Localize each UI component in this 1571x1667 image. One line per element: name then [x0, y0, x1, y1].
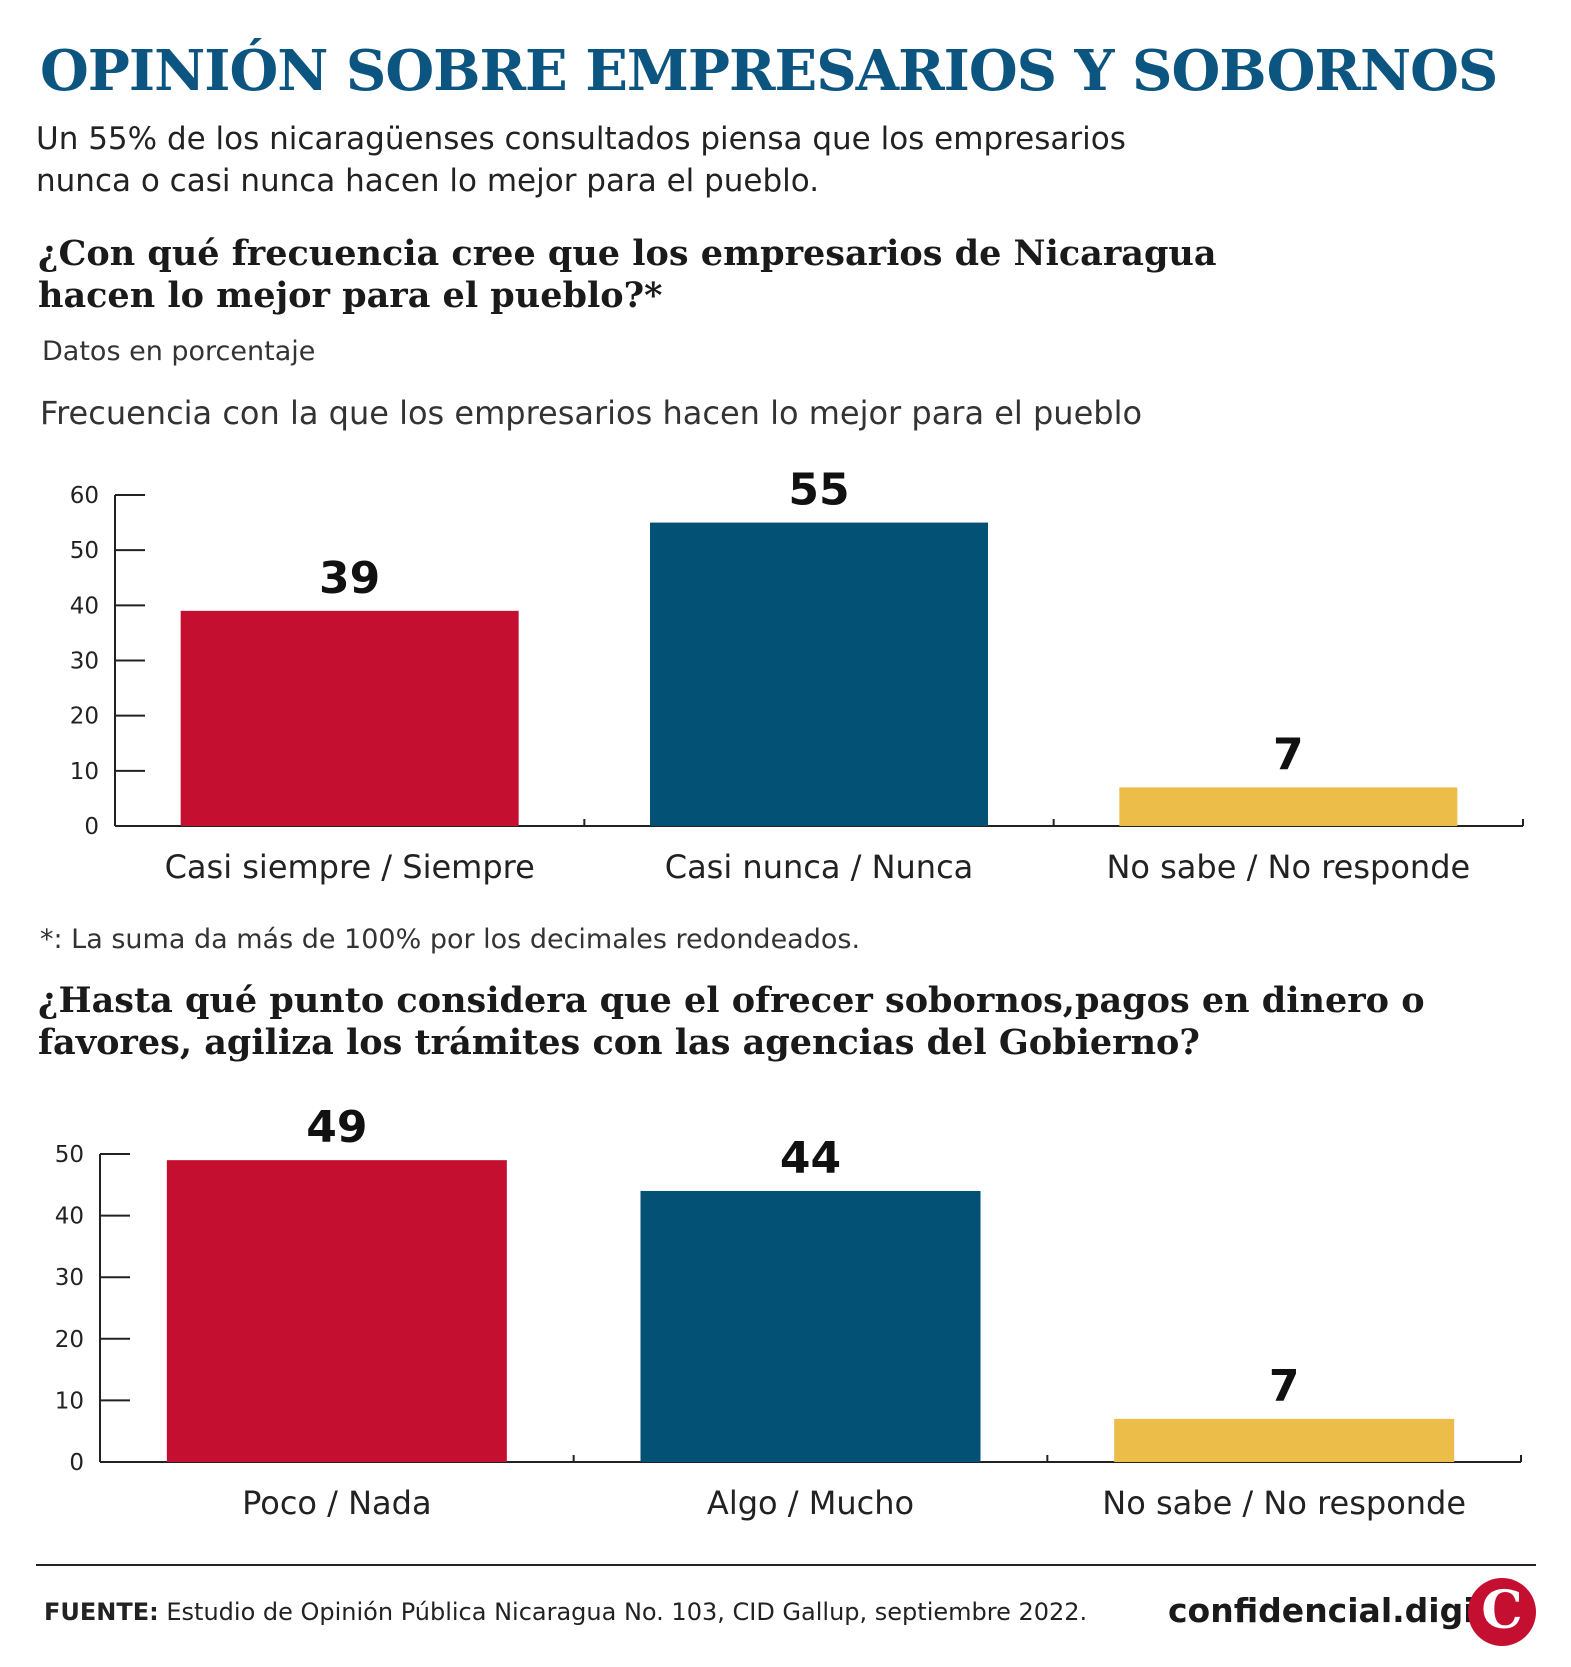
units-note: Datos en porcentaje [42, 336, 316, 367]
category-label: Casi nunca / Nunca [665, 848, 974, 886]
data-label: 49 [306, 1102, 367, 1153]
source: FUENTE: Estudio de Opinión Pública Nicar… [44, 1598, 1087, 1626]
bar [166, 1160, 507, 1462]
y-tick-label: 60 [70, 483, 99, 509]
category-label: No sabe / No responde [1102, 1484, 1466, 1522]
y-tick-label: 20 [70, 704, 99, 730]
source-text: Estudio de Opinión Pública Nicaragua No.… [166, 1598, 1088, 1626]
bar [180, 610, 519, 826]
category-label: No sabe / No responde [1106, 848, 1470, 886]
question-2: ¿Hasta qué punto considera que el ofrece… [38, 980, 1425, 1063]
y-tick-label: 50 [70, 538, 99, 564]
chart-1-title: Frecuencia con la que los empresarios ha… [40, 394, 1143, 432]
data-label: 7 [1269, 1361, 1300, 1412]
footnote: *: La suma da más de 100% por los decima… [40, 924, 861, 955]
bar [650, 522, 988, 826]
y-tick-label: 20 [55, 1327, 84, 1353]
data-label: 55 [788, 465, 849, 516]
y-tick-label: 10 [70, 759, 99, 785]
subtitle: Un 55% de los nicaragüenses consultados … [36, 121, 1126, 199]
y-tick-label: 30 [55, 1265, 84, 1291]
category-label: Poco / Nada [242, 1484, 432, 1522]
footer-divider [36, 1564, 1536, 1566]
y-tick-label: 30 [70, 649, 99, 675]
y-tick-label: 0 [69, 1450, 84, 1476]
bar [1119, 787, 1458, 826]
data-label: 44 [780, 1133, 841, 1184]
y-tick-label: 50 [55, 1142, 84, 1168]
chart-1: 0 10 20 30 40 50 60 39 Casi siempre / Siempre 55 C… [70, 465, 1524, 886]
source-label: FUENTE: [44, 1598, 159, 1626]
data-label: 39 [319, 553, 380, 604]
category-label: Casi siempre / Siempre [165, 848, 535, 886]
y-tick-label: 40 [55, 1204, 84, 1230]
data-label: 7 [1273, 729, 1304, 780]
logo-icon: C [1468, 1578, 1536, 1646]
page-title: OPINIÓN SOBRE EMPRESARIOS Y SOBORNOS [40, 38, 1498, 104]
bar [640, 1190, 981, 1462]
question-1: ¿Con qué frecuencia cree que los empresa… [38, 233, 1217, 316]
logo-text: confidencial.digital [1168, 1591, 1524, 1630]
logo-glyph: C [1481, 1580, 1523, 1641]
chart-2: 0 10 20 30 40 50 49 Poco / Nada 44 Algo / Mucho 7 N… [55, 1102, 1522, 1522]
bar [1114, 1418, 1455, 1462]
y-tick-label: 0 [84, 814, 99, 840]
y-tick-label: 10 [55, 1388, 84, 1414]
category-label: Algo / Mucho [707, 1484, 914, 1522]
y-tick-label: 40 [70, 593, 99, 619]
